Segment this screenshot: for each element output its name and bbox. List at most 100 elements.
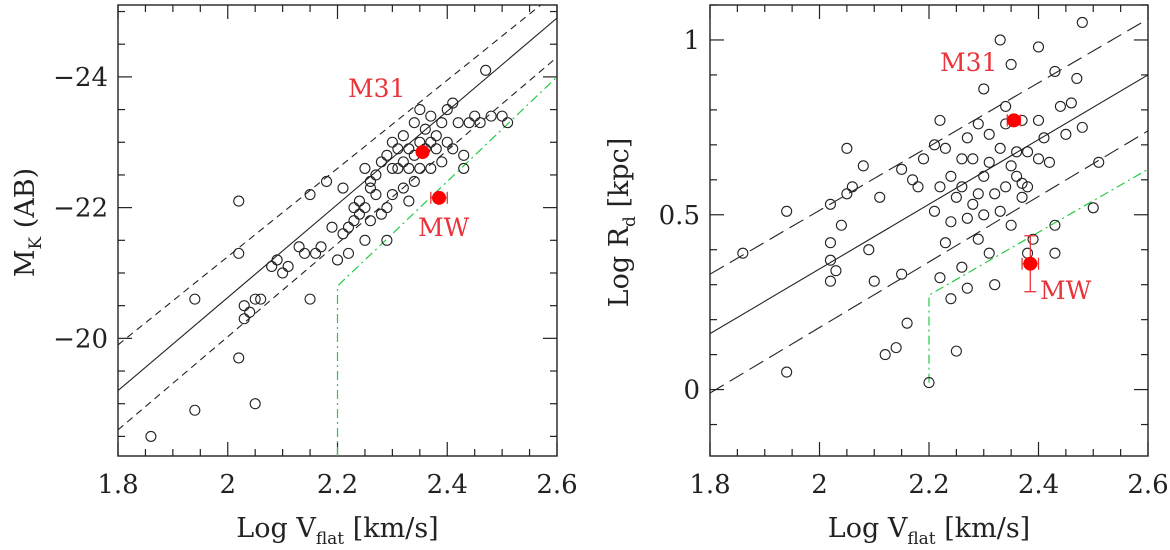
data-point	[386, 136, 398, 148]
x-tick-label: 2.2	[908, 470, 949, 500]
data-point	[266, 260, 278, 272]
x-tick-label: 1.8	[97, 470, 138, 500]
data-point	[304, 189, 316, 201]
y-tick-label: 0.5	[659, 201, 700, 231]
data-point	[337, 228, 349, 240]
data-point	[972, 188, 984, 200]
plot-frame	[709, 4, 1149, 457]
y-axis-label-unit: [kpc]	[604, 138, 635, 216]
data-point	[923, 377, 935, 389]
data-point	[403, 143, 415, 155]
data-point	[145, 430, 157, 442]
highlight-point-mw	[432, 190, 447, 205]
annotation-mw: MW	[1040, 276, 1092, 305]
data-point	[896, 163, 908, 175]
data-point	[436, 117, 448, 129]
data-point	[824, 254, 837, 266]
annotation-mw: MW	[418, 213, 470, 242]
data-point	[983, 128, 995, 140]
data-point	[956, 181, 968, 193]
data-point	[917, 153, 930, 165]
data-point	[342, 247, 355, 259]
data-point	[496, 110, 508, 122]
data-point	[414, 104, 426, 116]
x-axis-label: Log Vflat [km/s]	[828, 513, 1030, 549]
data-point	[315, 241, 327, 253]
x-tick-label: 2.6	[1127, 470, 1168, 500]
data-point	[1022, 146, 1034, 158]
data-point	[392, 143, 404, 155]
data-point	[480, 64, 492, 76]
data-point	[233, 352, 245, 364]
data-point	[835, 219, 847, 231]
data-point	[868, 275, 880, 287]
y-axis-label-subscript: K	[26, 237, 46, 250]
data-point	[271, 254, 283, 266]
data-point	[1076, 121, 1088, 133]
data-point	[956, 261, 968, 273]
data-point	[890, 342, 902, 354]
data-point	[967, 153, 979, 165]
y-axis-label-subscript: d	[620, 216, 640, 227]
data-point	[1005, 58, 1017, 70]
data-point	[978, 170, 990, 182]
data-point	[375, 208, 387, 220]
data-point	[863, 244, 875, 256]
data-point	[386, 189, 398, 201]
data-point	[841, 188, 853, 200]
data-point	[359, 202, 371, 214]
data-point	[841, 142, 853, 154]
data-point	[1049, 247, 1061, 259]
highlight-point-m31	[415, 145, 430, 160]
data-point	[359, 162, 371, 174]
data-point	[1005, 160, 1017, 172]
x-tick-label: 2	[219, 470, 236, 500]
data-point	[1011, 146, 1023, 158]
data-point	[781, 205, 793, 217]
data-point	[983, 247, 995, 259]
data-point	[928, 139, 941, 151]
data-point	[370, 189, 382, 201]
data-point	[452, 117, 464, 129]
x-tick-label: 2.2	[317, 470, 358, 500]
data-point	[846, 181, 858, 193]
data-point	[238, 313, 250, 325]
data-point	[989, 279, 1001, 291]
data-point	[293, 241, 305, 253]
data-point	[408, 175, 420, 188]
data-point	[1005, 219, 1017, 231]
data-point	[233, 247, 245, 259]
x-axis-label-unit: [km/s]	[936, 513, 1031, 544]
data-point	[441, 136, 453, 148]
fit-line	[118, 17, 557, 392]
data-point	[912, 181, 924, 193]
data-point	[961, 212, 973, 224]
data-point	[249, 398, 261, 410]
data-point	[370, 169, 382, 181]
data-point	[989, 188, 1001, 200]
data-point	[331, 254, 344, 266]
data-point	[1027, 233, 1039, 245]
data-point	[1000, 181, 1012, 193]
data-point	[1038, 132, 1050, 144]
data-point	[485, 110, 497, 122]
y-tick-label: 0	[683, 376, 700, 406]
data-point	[397, 156, 409, 168]
lower-scatter-line	[710, 130, 1148, 394]
x-axis-label-subscript: flat	[907, 529, 935, 549]
data-point	[939, 237, 951, 249]
data-point	[994, 34, 1006, 46]
data-point	[994, 205, 1006, 217]
data-point	[337, 182, 349, 194]
data-point	[945, 293, 957, 305]
data-point	[939, 142, 951, 154]
annotation-m31: M31	[940, 48, 997, 77]
data-point	[1054, 100, 1066, 112]
data-point	[1032, 153, 1045, 165]
data-point	[348, 202, 360, 214]
data-point	[961, 282, 973, 294]
data-point	[1032, 114, 1045, 126]
data-point	[299, 247, 311, 259]
data-point	[364, 182, 376, 194]
